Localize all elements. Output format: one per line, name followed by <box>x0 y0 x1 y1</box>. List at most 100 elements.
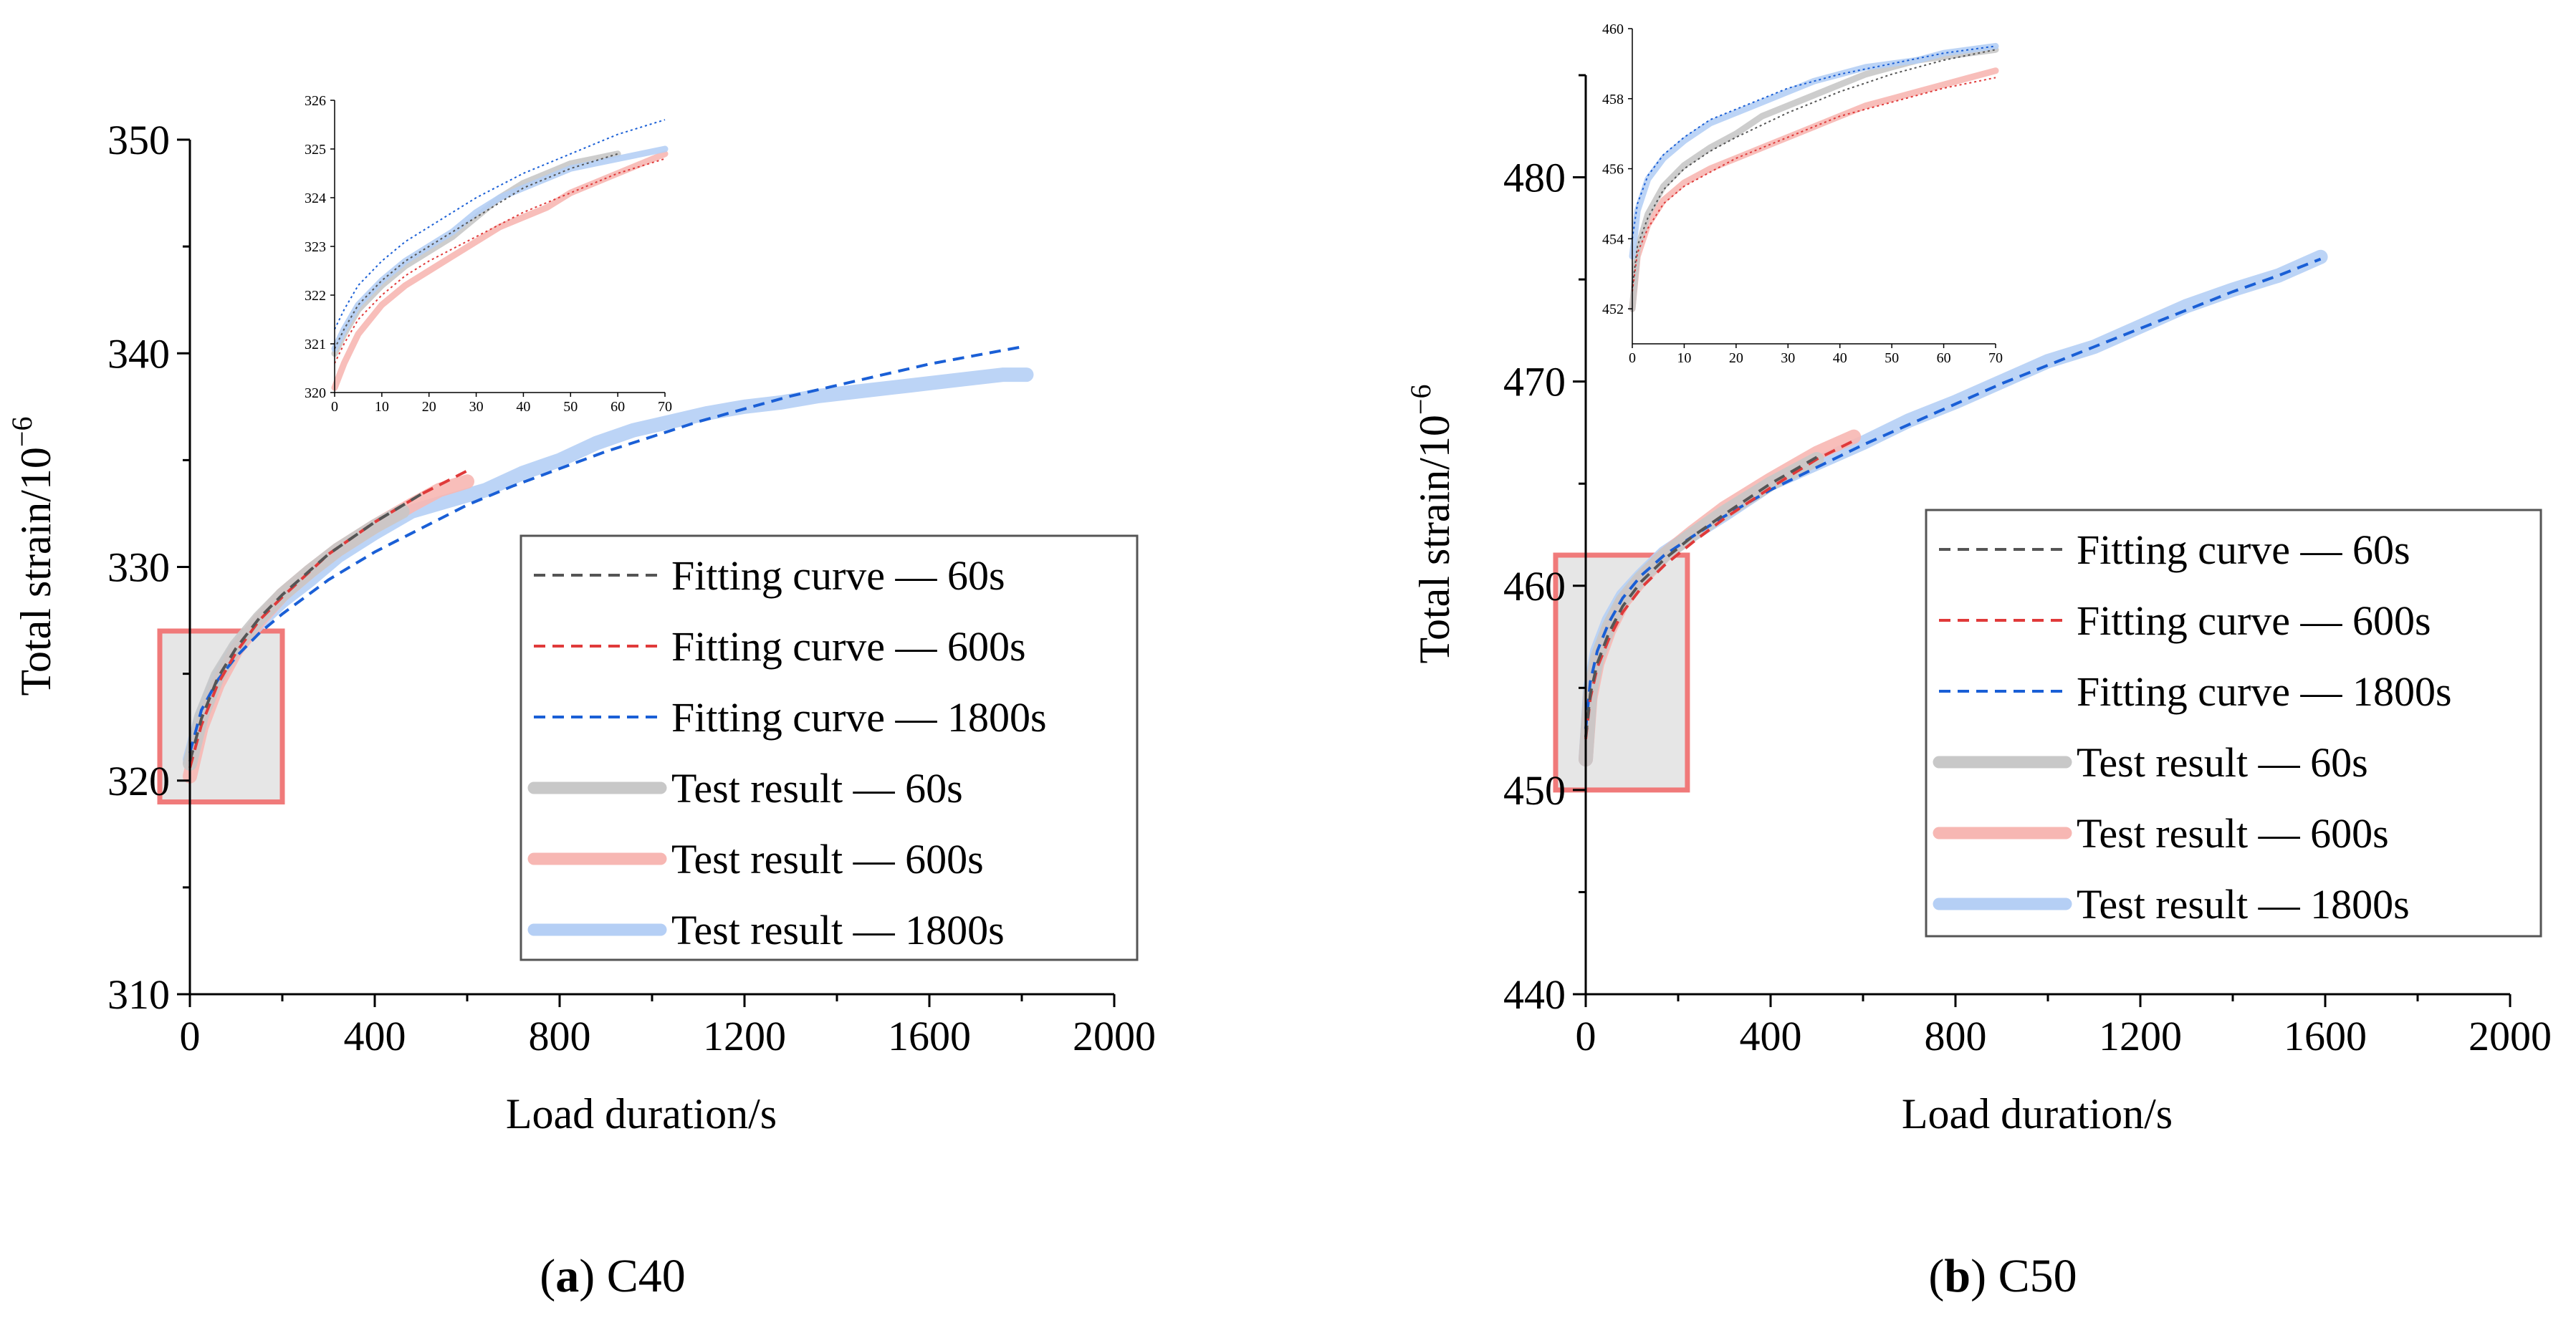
inset-x-tick-label: 30 <box>469 399 484 415</box>
y-tick-label: 440 <box>1503 971 1566 1018</box>
inset-series-fit <box>1632 45 1996 239</box>
legend-label: Test result — 1800s <box>671 907 1005 953</box>
inset-background <box>335 100 665 393</box>
legend-label: Test result — 600s <box>2077 810 2389 857</box>
legend-label: Fitting curve — 600s <box>2077 597 2431 644</box>
inset-x-tick-label: 20 <box>1729 350 1743 366</box>
inset-x-tick-label: 10 <box>1677 350 1691 366</box>
x-tick-label: 1600 <box>2284 1013 2367 1059</box>
inset-series-fit <box>1632 77 1996 292</box>
x-tick-label: 400 <box>1740 1013 1802 1059</box>
y-axis-title-main: Total strain/10 <box>1411 415 1458 663</box>
x-tick-label: 2000 <box>2469 1013 2552 1059</box>
inset-x-tick-label: 60 <box>611 399 625 415</box>
inset-chart: 0 10 20 30 40 50 60 70 452 454 456 458 460 <box>1602 21 2003 366</box>
x-tick-label: 0 <box>180 1013 201 1059</box>
inset-y-tick-label: 456 <box>1602 162 1624 178</box>
legend-frame <box>519 534 1139 961</box>
x-tick-label: 1200 <box>2099 1013 2182 1059</box>
x-tick-label: 800 <box>529 1013 591 1059</box>
y-tick-label: 330 <box>107 544 170 591</box>
legend-label: Test result — 1800s <box>2077 881 2410 928</box>
inset-x-tick-label: 50 <box>563 399 578 415</box>
y-tick-label: 340 <box>107 330 170 377</box>
legend-label: Test result — 60s <box>2077 739 2368 786</box>
inset-x-tick-label: 40 <box>516 399 530 415</box>
legend-label: Fitting curve — 60s <box>671 552 1005 599</box>
panel-caption: (a) C40 <box>540 1250 685 1302</box>
inset-y-tick-label: 323 <box>305 239 326 255</box>
y-tick-label: 480 <box>1503 155 1566 201</box>
inset-x-tick-label: 60 <box>1937 350 1951 366</box>
inset-x-tick-label: 20 <box>422 399 436 415</box>
inset-x-tick-label: 40 <box>1833 350 1847 366</box>
y-tick-label: 470 <box>1503 359 1566 405</box>
inset-x-tick-label: 0 <box>331 399 338 415</box>
series-line-fit <box>188 493 422 762</box>
inset-y-tick-label: 460 <box>1602 21 1624 37</box>
inset-x-tick-label: 70 <box>658 399 672 415</box>
x-tick-label: 2000 <box>1073 1013 1156 1059</box>
x-axis-title: Load duration/s <box>506 1090 777 1137</box>
inset-chart: 0 10 20 30 40 50 60 70 320 321 322 323 324 325 326 <box>305 93 672 415</box>
y-axis-title: Total strain/10−6 <box>1404 385 1458 664</box>
series-line-fit <box>1584 456 1818 738</box>
y-tick-label: 350 <box>107 117 170 163</box>
x-tick-label: 400 <box>344 1013 406 1059</box>
y-tick-label: 320 <box>107 758 170 804</box>
legend-label: Fitting curve — 60s <box>2077 526 2410 573</box>
inset-series-test <box>1629 42 1999 260</box>
inset-x-tick-label: 50 <box>1885 350 1899 366</box>
y-axis-title-superscript: −6 <box>6 417 38 448</box>
legend-label: Fitting curve — 1800s <box>2077 668 2452 715</box>
inset-y-tick-label: 458 <box>1602 92 1624 107</box>
inset-x-tick-label: 10 <box>375 399 389 415</box>
legend-label: Fitting curve — 1800s <box>671 694 1047 741</box>
inset-y-tick-label: 321 <box>305 337 326 352</box>
panel-caption: (b) C50 <box>1928 1250 2077 1302</box>
inset-y-tick-label: 324 <box>305 191 326 206</box>
inset-series-fit <box>334 153 618 350</box>
y-axis-title-superscript: −6 <box>1404 385 1437 415</box>
inset-series-fit <box>1632 49 1996 288</box>
caption-label: a <box>555 1250 579 1302</box>
y-tick-label: 460 <box>1503 563 1566 610</box>
legend-label: Test result — 60s <box>671 765 963 812</box>
inset-y-tick-label: 320 <box>305 385 326 401</box>
inset-y-tick-label: 325 <box>305 142 326 158</box>
x-tick-label: 800 <box>1925 1013 1987 1059</box>
inset-x-tick-label: 0 <box>1629 350 1636 366</box>
series-line-test <box>1579 452 1824 767</box>
inset-y-tick-label: 452 <box>1602 302 1624 317</box>
legend-frame <box>1925 509 2542 938</box>
inset-y-tick-label: 326 <box>305 93 326 109</box>
y-tick-label: 450 <box>1503 767 1566 814</box>
legend-label: Test result — 600s <box>671 836 984 882</box>
inset-series-test <box>331 150 621 357</box>
legend-label: Fitting curve — 600s <box>671 623 1026 670</box>
inset-x-tick-label: 70 <box>1988 350 2003 366</box>
legend: Fitting curve — 60s Fitting curve — 600s F… <box>519 534 1139 961</box>
caption-open: ( <box>540 1250 555 1302</box>
caption-open: ( <box>1928 1250 1944 1302</box>
inset-series-fit <box>334 119 666 330</box>
inset-background <box>1632 29 1996 344</box>
x-tick-label: 1600 <box>888 1013 971 1059</box>
x-tick-label: 1200 <box>703 1013 786 1059</box>
x-tick-label: 0 <box>1576 1013 1596 1059</box>
y-tick-label: 310 <box>107 971 170 1018</box>
inset-x-tick-label: 30 <box>1781 350 1795 366</box>
inset-series-fit <box>334 158 666 364</box>
y-axis-title: Total strain/10−6 <box>6 417 59 696</box>
caption-text: ) C50 <box>1971 1250 2077 1302</box>
caption-text: ) C40 <box>579 1250 686 1302</box>
caption-label: b <box>1944 1250 1971 1302</box>
x-axis-title: Load duration/s <box>1902 1090 2173 1137</box>
legend: Fitting curve — 60s Fitting curve — 600s F… <box>1925 509 2542 938</box>
inset-y-tick-label: 322 <box>305 288 326 304</box>
y-axis-title-main: Total strain/10 <box>12 447 59 696</box>
inset-y-tick-label: 454 <box>1602 231 1624 247</box>
